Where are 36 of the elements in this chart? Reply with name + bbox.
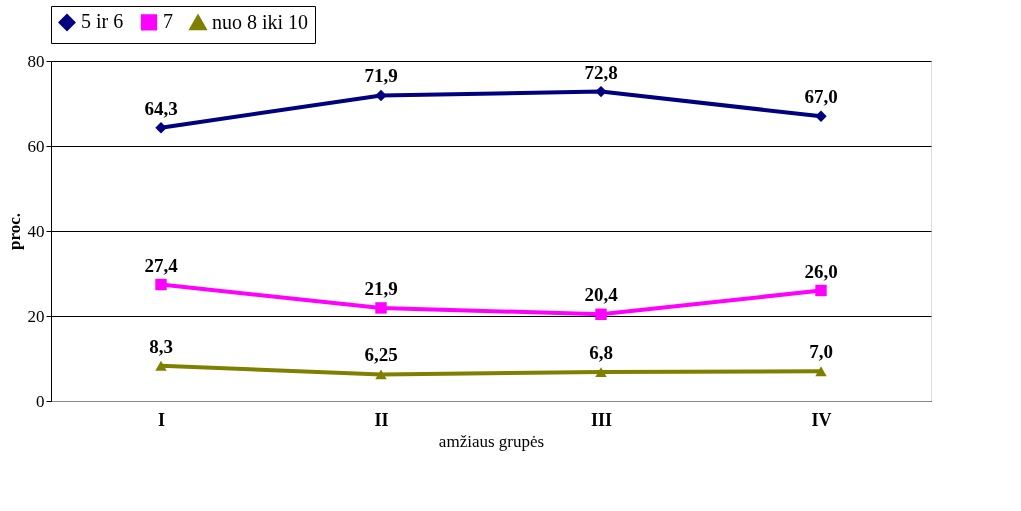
point	[375, 302, 387, 314]
data-label: 26,0	[804, 260, 838, 282]
x-tick-label: I	[157, 409, 166, 430]
x-axis-title: amžiaus grupės	[438, 431, 545, 451]
legend-label: nuo 8 iki 10	[212, 10, 309, 33]
data-label: 72,8	[584, 61, 618, 83]
point	[815, 110, 827, 122]
data-label: 21,9	[364, 277, 398, 299]
y-tick-label: 80	[27, 51, 45, 71]
data-label: 64,3	[144, 97, 178, 119]
data-label: 71,9	[364, 65, 398, 87]
data-label: 6,25	[364, 344, 398, 366]
point	[155, 278, 167, 291]
x-tick-label: IV	[811, 409, 832, 430]
data-label: 20,4	[584, 284, 619, 306]
point	[595, 308, 607, 320]
y-axis-title: proc.	[4, 213, 24, 250]
point	[815, 284, 827, 297]
data-label: 8,3	[149, 335, 173, 357]
point	[375, 369, 387, 380]
x-tick-label: II	[374, 409, 389, 430]
point	[815, 366, 827, 377]
y-tick-label: 0	[36, 391, 45, 411]
data-label: 6,8	[589, 342, 613, 364]
point	[155, 122, 167, 134]
y-tick-label: 20	[27, 306, 45, 326]
legend-label: 7	[163, 10, 173, 33]
data-label: 27,4	[144, 254, 179, 276]
y-tick-label: 60	[27, 136, 45, 156]
point	[155, 360, 167, 371]
y-tick-label: 40	[27, 221, 45, 241]
x-tick-label: III	[590, 409, 613, 430]
data-label: 67,0	[804, 86, 838, 108]
legend-label: 5 ir 6	[81, 10, 124, 33]
point	[595, 367, 607, 378]
data-label: 7,0	[809, 341, 833, 363]
